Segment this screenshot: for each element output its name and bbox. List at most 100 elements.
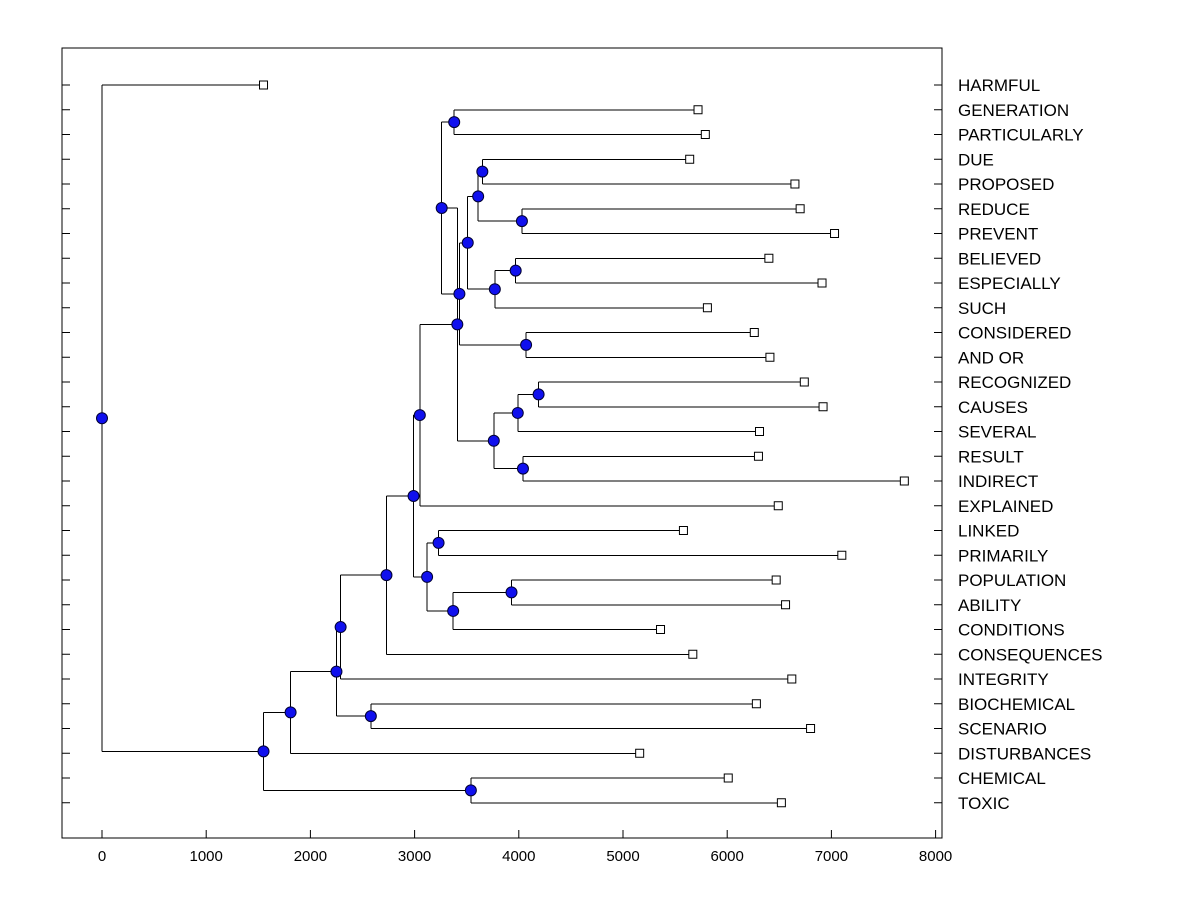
leaf-marker bbox=[899, 476, 909, 486]
leaf-marker bbox=[700, 130, 710, 139]
leaf-marker bbox=[765, 352, 775, 362]
x-tick-label: 8000 bbox=[919, 848, 952, 865]
merge-node bbox=[515, 215, 528, 228]
merge-node bbox=[451, 318, 464, 331]
merge-node bbox=[505, 586, 518, 599]
plot-frame bbox=[61, 47, 943, 839]
leaf-marker bbox=[723, 773, 733, 783]
x-tick-label: 1000 bbox=[190, 848, 223, 865]
x-axis-tick-labels: 0 1000 2000 3000 4000 5000 6000 7000 8000 bbox=[98, 848, 952, 865]
leaf-marker bbox=[830, 229, 840, 238]
merge-node bbox=[435, 201, 448, 214]
leaf-label: DUE bbox=[958, 150, 994, 169]
leaf-label: POPULATION bbox=[958, 571, 1066, 590]
merge-node bbox=[487, 434, 500, 447]
merge-node bbox=[413, 409, 426, 422]
leaf-label: CONSEQUENCES bbox=[958, 645, 1103, 664]
x-tick-label: 6000 bbox=[711, 848, 744, 865]
leaf-marker bbox=[751, 699, 761, 709]
leaf-marker bbox=[781, 600, 791, 610]
merge-node bbox=[432, 536, 445, 549]
merge-node bbox=[511, 406, 524, 419]
leaf-label: ESPECIALLY bbox=[958, 274, 1061, 293]
merge-node bbox=[407, 489, 420, 502]
leaf-marker bbox=[688, 649, 698, 659]
leaf-marker bbox=[787, 674, 797, 684]
leaf-marker bbox=[799, 377, 809, 387]
leaf-marker bbox=[755, 427, 765, 436]
x-tick-label: 2000 bbox=[294, 848, 327, 865]
leaf-marker bbox=[790, 179, 800, 189]
merge-node bbox=[364, 710, 377, 723]
x-tick-label: 7000 bbox=[815, 848, 848, 865]
leaf-marker bbox=[749, 328, 759, 337]
leaf-label: RECOGNIZED bbox=[958, 373, 1071, 392]
leaf-label: PRIMARILY bbox=[958, 546, 1048, 565]
leaf-marker bbox=[693, 105, 703, 115]
merge-node bbox=[284, 706, 297, 719]
leaf-label: PARTICULARLY bbox=[958, 126, 1084, 145]
merge-node bbox=[380, 569, 393, 582]
merge-node bbox=[516, 462, 529, 475]
leaf-labels: HARMFUL GENERATION PARTICULARLY DUE PROPOSED… bbox=[958, 76, 1103, 813]
leaf-marker bbox=[818, 402, 828, 412]
merge-node bbox=[509, 264, 522, 277]
merge-node bbox=[532, 388, 545, 401]
leaf-label: INTEGRITY bbox=[958, 670, 1049, 689]
x-tick-label: 3000 bbox=[398, 848, 431, 865]
merge-nodes bbox=[96, 116, 545, 797]
leaf-marker bbox=[635, 748, 645, 758]
merge-node bbox=[520, 338, 533, 351]
merge-node bbox=[453, 287, 466, 300]
leaf-marker bbox=[773, 501, 783, 511]
leaf-label: INDIRECT bbox=[958, 472, 1038, 491]
leaf-label: BELIEVED bbox=[958, 249, 1041, 268]
leaf-marker bbox=[753, 451, 763, 461]
leaf-marker bbox=[817, 278, 827, 288]
leaf-label: SUCH bbox=[958, 299, 1006, 318]
leaf-label: SEVERAL bbox=[958, 423, 1036, 442]
leaf-label: CONDITIONS bbox=[958, 621, 1065, 640]
merge-node bbox=[448, 116, 461, 129]
leaf-label: REDUCE bbox=[958, 200, 1030, 219]
leaf-marker bbox=[259, 80, 269, 90]
leaf-marker bbox=[702, 303, 712, 313]
merge-node bbox=[421, 570, 434, 583]
leaf-label: CONSIDERED bbox=[958, 324, 1071, 343]
leaf-label: AND OR bbox=[958, 348, 1024, 367]
x-tick-label: 4000 bbox=[502, 848, 535, 865]
leaf-label: LINKED bbox=[958, 522, 1019, 541]
leaf-marker bbox=[776, 798, 786, 808]
merge-node bbox=[461, 236, 474, 249]
leaf-marker bbox=[806, 724, 816, 733]
leaf-label: TOXIC bbox=[958, 794, 1010, 813]
leaf-marker bbox=[837, 550, 847, 560]
leaf-label: GENERATION bbox=[958, 101, 1069, 120]
leaf-markers bbox=[259, 80, 909, 808]
merge-node bbox=[464, 784, 477, 797]
merge-node bbox=[488, 283, 501, 296]
merge-node bbox=[96, 412, 108, 425]
leaf-label: EXPLAINED bbox=[958, 497, 1053, 516]
merge-node bbox=[330, 665, 343, 678]
merge-node bbox=[476, 165, 489, 178]
leaf-marker bbox=[764, 253, 774, 263]
merge-node bbox=[257, 745, 270, 758]
leaf-marker bbox=[795, 204, 805, 214]
x-tick-label: 0 bbox=[98, 848, 106, 865]
leaf-label: PROPOSED bbox=[958, 175, 1054, 194]
leaf-marker bbox=[678, 526, 688, 535]
leaf-marker bbox=[656, 625, 666, 634]
merge-node bbox=[334, 621, 347, 634]
leaf-marker bbox=[685, 154, 695, 164]
leaf-label: RESULT bbox=[958, 447, 1024, 466]
leaf-label: CHEMICAL bbox=[958, 769, 1046, 788]
leaf-label: DISTURBANCES bbox=[958, 744, 1091, 763]
dendrogram-links bbox=[101, 84, 905, 804]
merge-node bbox=[447, 604, 460, 617]
leaf-label: ABILITY bbox=[958, 596, 1021, 615]
axis-ticks bbox=[62, 84, 942, 838]
leaf-label: BIOCHEMICAL bbox=[958, 695, 1075, 714]
x-tick-label: 5000 bbox=[606, 848, 639, 865]
